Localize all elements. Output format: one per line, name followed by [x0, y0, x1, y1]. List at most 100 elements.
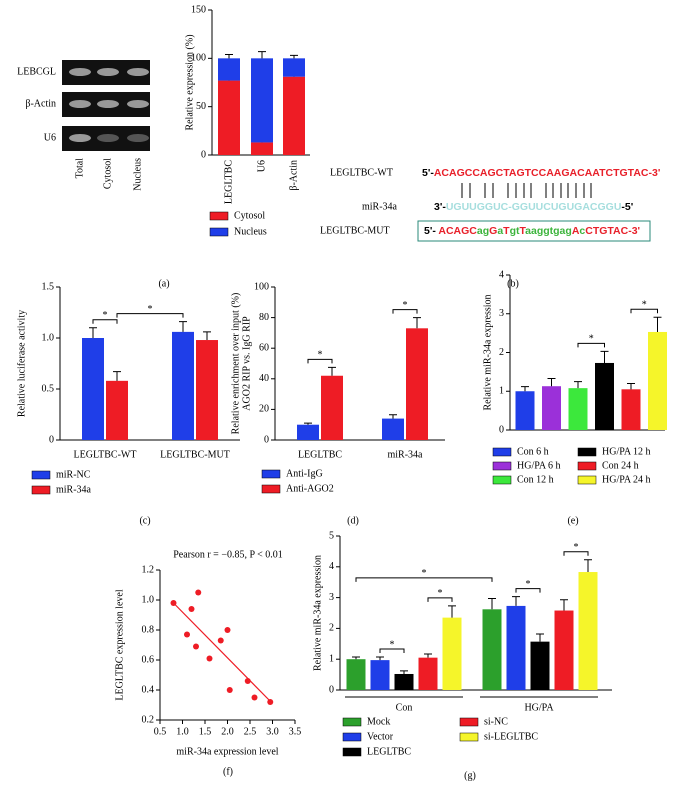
gel-band [127, 134, 149, 142]
y-tick-label: 50 [196, 101, 206, 112]
y-tick-label: 3 [329, 592, 334, 603]
y-tick-label: 5 [329, 530, 334, 541]
significance-label: * [438, 588, 443, 599]
bar [321, 375, 343, 440]
y-tick-label: 0 [201, 149, 206, 160]
bar [648, 331, 667, 430]
significance-label: * [318, 350, 323, 361]
y-tick-label: 1.0 [142, 594, 155, 605]
sequence-part: ACAGCCAGCTAGTCCAAGACAATCTGTAC-3' [434, 167, 660, 179]
y-axis-label: AGO2 RIP vs. IgG RIP [241, 316, 252, 411]
sequence-part: -5' [621, 201, 633, 213]
bar [297, 424, 319, 440]
panel-label: (d) [347, 515, 359, 526]
error-bar [627, 383, 635, 390]
pairing-lines [461, 183, 592, 198]
sequence-part: T [503, 225, 510, 237]
y-tick-label: 1.2 [142, 564, 155, 575]
panel-label: (e) [567, 515, 578, 526]
significance-label: * [642, 300, 647, 311]
significance-bracket [116, 313, 184, 318]
y-tick-label: 1.0 [42, 332, 55, 343]
bar [506, 605, 526, 690]
error-bar [400, 670, 408, 674]
y-tick-label: 2 [329, 623, 334, 634]
legend-label: HG/PA 12 h [602, 446, 651, 457]
significance-label: * [589, 334, 594, 345]
y-tick-label: 0 [499, 424, 504, 435]
y-tick-label: 0 [49, 434, 54, 445]
legend-swatch [31, 470, 51, 480]
bar [621, 389, 641, 430]
legend-swatch [342, 747, 362, 757]
error-bar [536, 633, 544, 642]
x-tick-label: 2.0 [221, 726, 234, 737]
legend-swatch [577, 447, 597, 457]
error-bar [304, 422, 312, 425]
significance-label: * [103, 310, 108, 321]
legend-swatch [492, 447, 512, 457]
x-tick-label: U6 [256, 160, 267, 172]
sequence-part: ACAGC [438, 225, 477, 237]
sequence-part: c [579, 225, 585, 237]
panel-label: (b) [507, 278, 519, 289]
sequence-label: miR-34a [362, 201, 398, 212]
sequence-label: LEGLTBC-MUT [320, 225, 390, 236]
gel-column-label: Nucleus [132, 158, 143, 191]
error-bar [521, 386, 529, 392]
x-tick-label: LEGLTBC-MUT [160, 449, 230, 460]
error-bar [258, 51, 266, 59]
significance-bracket [563, 551, 589, 556]
bar [568, 388, 588, 430]
gel-column-label: Cytosol [102, 158, 113, 189]
bar [406, 328, 428, 440]
error-bar [179, 321, 187, 332]
point [170, 600, 177, 606]
point [226, 687, 233, 693]
sequence-part: UGUUGGUC-GGUUCUGUGACGGU [446, 201, 622, 213]
error-bar [560, 599, 568, 611]
y-tick-label: 40 [259, 373, 269, 384]
legend-label: Cytosol [234, 210, 265, 221]
error-bar [113, 371, 121, 381]
legend-swatch [342, 717, 362, 727]
x-tick-label: miR-34a [388, 449, 424, 460]
panel-label: (f) [223, 766, 233, 777]
x-tick-label: LEGLTBC [298, 449, 342, 460]
bar [218, 80, 240, 155]
gel-column-label: Total [74, 158, 85, 179]
error-bar [352, 656, 360, 660]
sequence-part: CTGTAC-3' [585, 225, 640, 237]
sequence: 3'-UGUUGGUC-GGUUCUGUGACGGU-5' [434, 201, 633, 213]
x-tick-label: LEGLTBC [223, 160, 234, 204]
significance-bracket [307, 358, 333, 364]
significance-bracket [355, 577, 493, 582]
legend-label: Con 12 h [517, 474, 554, 485]
y-tick-label: 100 [254, 281, 269, 292]
error-bar [203, 331, 211, 341]
bar [251, 58, 273, 143]
bar [251, 142, 273, 155]
x-tick-label: 2.5 [244, 726, 257, 737]
bar [530, 641, 550, 690]
sequence-part: 3'- [434, 201, 446, 213]
legend-swatch [459, 732, 479, 742]
x-tick-label: β-Actin [288, 160, 299, 191]
bar [394, 673, 414, 690]
sequence-part: ag [477, 225, 489, 237]
legend-label: si-LEGLTBC [484, 731, 538, 742]
legend-swatch [261, 469, 281, 479]
legend-label: Con 6 h [517, 446, 549, 457]
panel-label: (g) [464, 770, 476, 781]
legend-label: Nucleus [234, 226, 267, 237]
error-bar [488, 598, 496, 610]
y-axis-label: LEGLTBC expression level [114, 589, 125, 701]
sequence-part: A [572, 225, 580, 237]
legend-label: miR-34a [56, 484, 92, 495]
error-bar [328, 366, 336, 376]
point [224, 627, 231, 633]
sequence-part: aaggtgag [525, 225, 572, 237]
bar [196, 340, 218, 440]
bar [346, 659, 366, 690]
